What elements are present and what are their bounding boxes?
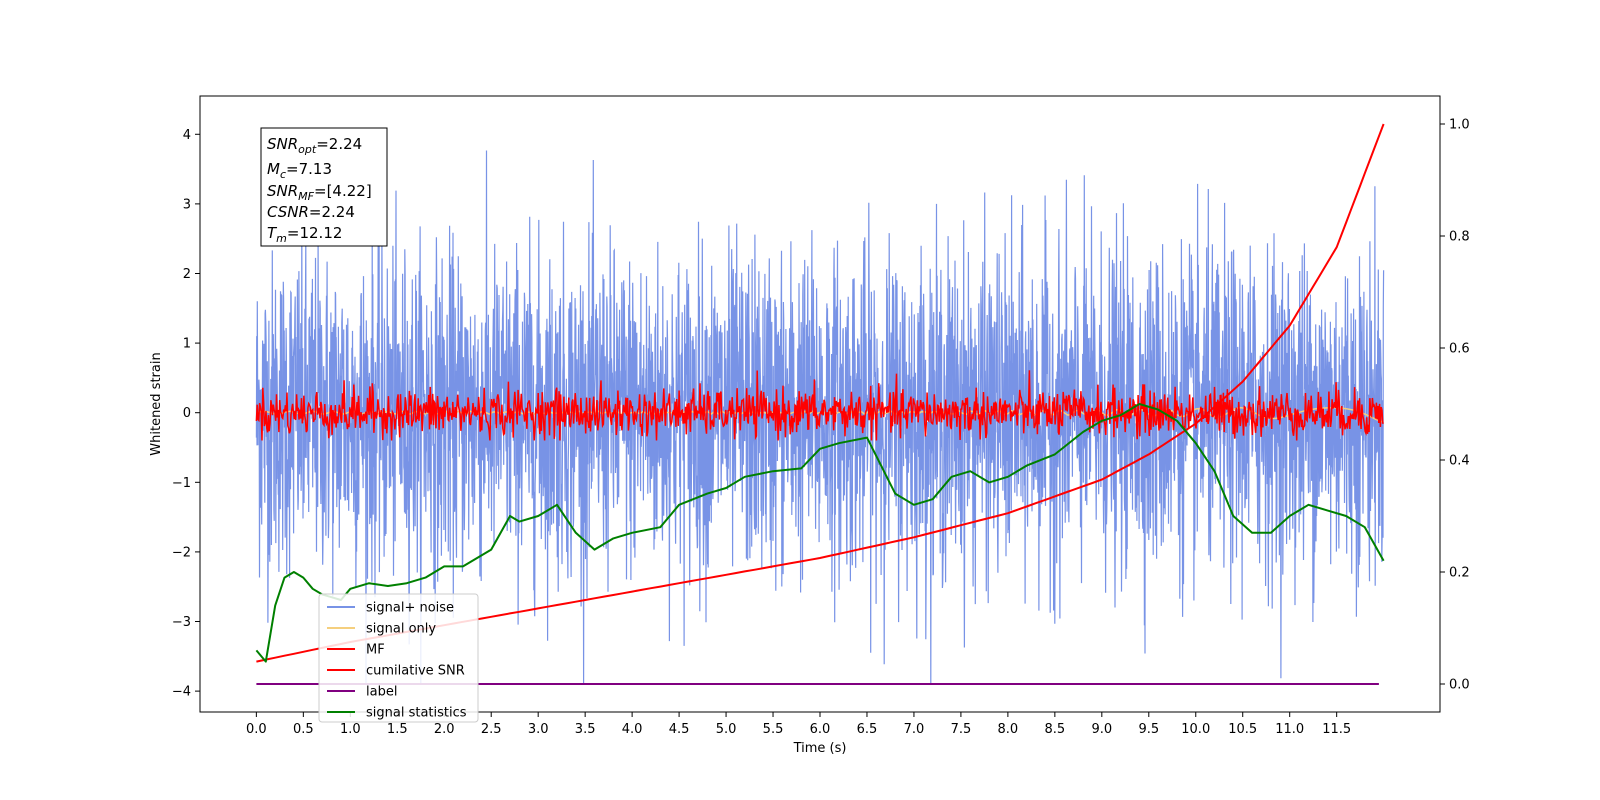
series-signal-noise-line <box>255 150 1385 685</box>
y-axis-label: Whitened strain <box>149 352 164 455</box>
y-right-tick-label: 1.0 <box>1449 118 1470 133</box>
series-cumulative-snr-line <box>256 123 1385 663</box>
info-snr-mf: SNRMF=[4.22] <box>267 182 372 203</box>
y-right-tick-label: 0.0 <box>1449 678 1470 693</box>
y-left-tick-label: 2 <box>183 267 191 282</box>
y-axis-right-ticks: 0.0 0.2 0.4 0.6 0.8 1.0 <box>1440 118 1470 693</box>
info-box-frame <box>260 127 388 247</box>
x-tick-label: 0.5 <box>293 722 314 737</box>
info-snr-mf-value: [4.22] <box>327 182 372 200</box>
legend-label: signal statistics <box>366 706 467 721</box>
series-signal-statistics-line <box>255 403 1385 663</box>
legend-label: signal+ noise <box>366 601 454 616</box>
x-tick-label: 5.0 <box>716 722 737 737</box>
x-tick-label: 1.5 <box>387 722 408 737</box>
legend-item-signal-statistics: signal statistics <box>327 706 467 721</box>
x-tick-label: 9.0 <box>1091 722 1112 737</box>
y-right-tick-label: 0.4 <box>1449 454 1470 469</box>
legend-label: signal only <box>366 622 436 637</box>
info-tm-value: 12.12 <box>299 224 342 242</box>
x-tick-label: 8.5 <box>1045 722 1066 737</box>
y-left-tick-label: −3 <box>172 615 191 630</box>
x-tick-label: 0.0 <box>246 722 267 737</box>
y-right-tick-label: 0.8 <box>1449 230 1470 245</box>
legend-frame <box>318 593 479 723</box>
x-tick-label: 11.0 <box>1275 722 1304 737</box>
x-tick-label: 6.0 <box>810 722 831 737</box>
x-tick-label: 9.5 <box>1138 722 1159 737</box>
x-tick-label: 1.0 <box>340 722 361 737</box>
x-tick-label: 11.5 <box>1322 722 1351 737</box>
x-tick-label: 8.0 <box>998 722 1019 737</box>
info-box: SNRopt=2.24 Mc=7.13 SNRMF=[4.22] CSNR=2.… <box>260 127 388 247</box>
y-left-tick-label: 1 <box>183 337 191 352</box>
x-tick-label: 10.0 <box>1181 722 1210 737</box>
y-axis-left-ticks: −4 −3 −2 −1 0 1 2 3 4 <box>172 128 200 700</box>
info-csnr: CSNR=2.24 <box>267 203 355 221</box>
series-layer <box>255 123 1385 685</box>
y-left-tick-label: 0 <box>183 406 191 421</box>
y-left-tick-label: 3 <box>183 197 191 212</box>
x-axis-ticks: 0.0 0.5 1.0 1.5 2.0 2.5 3.0 3.5 4.0 4.5 5.0 5.5 6.0 6… <box>246 712 1351 737</box>
legend-label: label <box>366 685 397 700</box>
x-tick-label: 2.0 <box>434 722 455 737</box>
info-tm: Tm=12.12 <box>267 224 342 245</box>
x-tick-label: 7.5 <box>951 722 972 737</box>
info-mc: Mc=7.13 <box>267 160 332 181</box>
y-right-tick-label: 0.6 <box>1449 342 1470 357</box>
x-tick-label: 5.5 <box>763 722 784 737</box>
legend-item-cumulative-snr: cumilative SNR <box>327 664 465 679</box>
info-snr-opt-value: 2.24 <box>329 135 362 153</box>
legend-item-signal-only: signal only <box>327 622 436 637</box>
x-tick-label: 4.5 <box>669 722 690 737</box>
x-axis-label: Time (s) <box>793 741 847 756</box>
legend-label: cumilative SNR <box>366 664 465 679</box>
x-tick-label: 3.5 <box>575 722 596 737</box>
info-mc-value: 7.13 <box>299 160 332 178</box>
info-csnr-value: 2.24 <box>322 203 355 221</box>
x-tick-label: 7.0 <box>904 722 925 737</box>
legend-item-signal-noise: signal+ noise <box>327 601 454 616</box>
x-tick-label: 2.5 <box>481 722 502 737</box>
x-tick-label: 4.0 <box>622 722 643 737</box>
x-tick-label: 3.0 <box>528 722 549 737</box>
x-tick-label: 10.5 <box>1228 722 1257 737</box>
legend: signal+ noise signal only MF cumilative SNR… <box>318 593 479 723</box>
y-left-tick-label: 4 <box>183 128 191 143</box>
series-mf-line <box>255 370 1384 441</box>
y-left-tick-label: −2 <box>172 545 191 560</box>
x-tick-label: 6.5 <box>857 722 878 737</box>
y-left-tick-label: −1 <box>172 476 191 491</box>
y-right-tick-label: 0.2 <box>1449 566 1470 581</box>
info-snr-opt: SNRopt=2.24 <box>267 135 362 156</box>
legend-label: MF <box>366 643 385 658</box>
y-left-tick-label: −4 <box>172 685 191 700</box>
legend-item-mf: MF <box>327 643 385 658</box>
legend-item-label: label <box>327 685 397 700</box>
